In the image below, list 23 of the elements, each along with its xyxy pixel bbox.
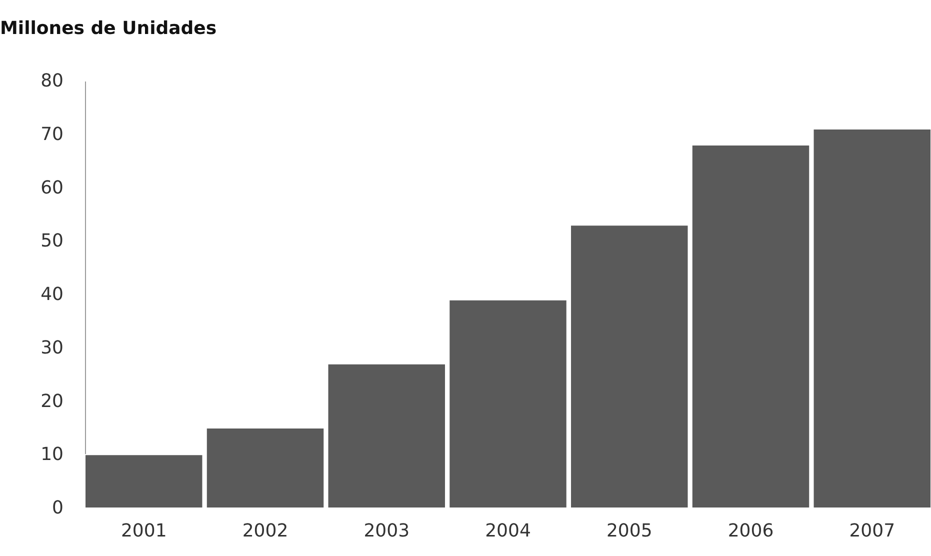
y-tick-label: 70 bbox=[40, 124, 64, 145]
bar bbox=[84, 454, 204, 508]
y-tick-label: 80 bbox=[40, 70, 64, 92]
y-tick-label: 50 bbox=[40, 230, 64, 252]
chart-title: Millones de Unidades bbox=[0, 18, 217, 39]
y-tick-label: 60 bbox=[40, 177, 64, 198]
bar bbox=[206, 427, 325, 508]
x-tick-label: 2001 bbox=[120, 520, 167, 542]
bar bbox=[448, 299, 568, 508]
bar bbox=[327, 363, 446, 508]
y-tick-label: 30 bbox=[40, 337, 64, 358]
x-tick-label: 2005 bbox=[606, 520, 652, 542]
y-tick-label: 20 bbox=[40, 390, 64, 412]
x-tick-label: 2006 bbox=[728, 520, 774, 542]
x-tick-label: 2003 bbox=[364, 520, 410, 542]
x-tick-label: 2004 bbox=[485, 520, 531, 542]
bar bbox=[691, 144, 810, 508]
x-tick-label: 2007 bbox=[849, 520, 896, 542]
y-tick-label: 40 bbox=[40, 284, 64, 305]
bar bbox=[570, 224, 689, 508]
y-tick-label: 0 bbox=[52, 498, 64, 518]
x-tick-label: 2002 bbox=[242, 520, 288, 542]
y-tick-label: 10 bbox=[40, 444, 64, 466]
